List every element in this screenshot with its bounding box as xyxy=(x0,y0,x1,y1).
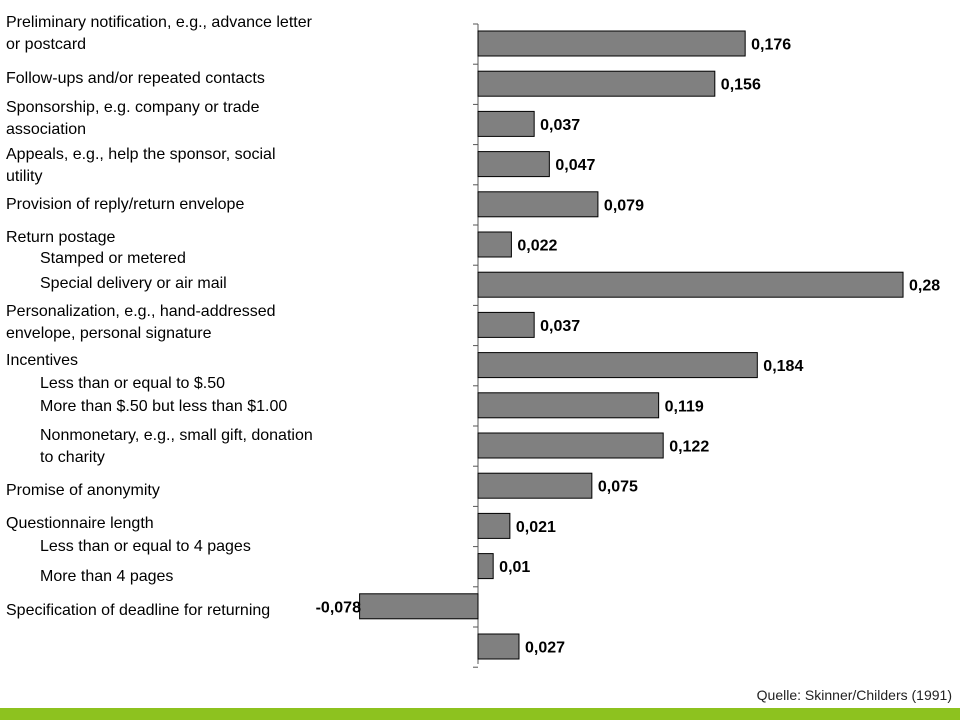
category-label: Less than or equal to $.50 xyxy=(40,375,226,392)
value-label: 0,122 xyxy=(669,439,709,456)
category-label: envelope, personal signature xyxy=(6,325,212,342)
category-label: Follow-ups and/or repeated contacts xyxy=(6,70,265,87)
value-label: 0,037 xyxy=(540,318,580,335)
bar xyxy=(477,633,520,660)
value-label: 0,079 xyxy=(604,197,644,214)
bar xyxy=(477,512,511,539)
bar xyxy=(477,472,593,499)
category-label: Return postage xyxy=(6,229,116,246)
bar xyxy=(477,432,664,459)
bar xyxy=(477,151,550,178)
category-label: Provision of reply/return envelope xyxy=(6,196,245,213)
value-label: 0,119 xyxy=(665,398,704,415)
category-label: or postcard xyxy=(6,36,87,53)
value-label: 0,037 xyxy=(540,117,580,134)
value-label: 0,022 xyxy=(517,238,557,255)
category-label: Stamped or metered xyxy=(40,250,186,267)
bar xyxy=(477,553,494,580)
value-label: -0,078 xyxy=(316,599,361,616)
source-citation: Quelle: Skinner/Childers (1991) xyxy=(756,687,952,703)
bar xyxy=(477,311,535,338)
category-labels: Preliminary notification, e.g., advance … xyxy=(6,14,313,619)
value-label: 0,047 xyxy=(555,157,595,174)
bar xyxy=(477,110,535,137)
category-label: Less than or equal to 4 pages xyxy=(40,538,251,555)
value-label: 0,184 xyxy=(763,358,803,375)
bar xyxy=(477,231,512,258)
category-label: Questionnaire length xyxy=(6,515,154,532)
value-label: 0,075 xyxy=(598,479,638,496)
value-label: 0,027 xyxy=(525,640,565,657)
bar xyxy=(477,30,746,57)
value-label: 0,021 xyxy=(516,519,556,536)
bar xyxy=(477,271,904,298)
category-label: Sponsorship, e.g. company or trade xyxy=(6,99,260,116)
category-label: More than 4 pages xyxy=(40,568,174,585)
category-label: Nonmonetary, e.g., small gift, donation xyxy=(40,427,313,444)
bar xyxy=(477,352,758,379)
bar xyxy=(359,593,479,620)
value-label: 0,01 xyxy=(499,559,530,576)
value-label: 0,156 xyxy=(721,77,761,94)
category-label: Incentives xyxy=(6,352,79,369)
category-label: to charity xyxy=(40,449,105,466)
category-label: utility xyxy=(6,168,43,185)
bar xyxy=(477,191,599,218)
category-label: Specification of deadline for returning xyxy=(6,602,271,619)
category-label: Preliminary notification, e.g., advance … xyxy=(6,14,312,31)
category-label: association xyxy=(6,121,87,138)
value-label: 0,176 xyxy=(751,37,791,54)
category-label: Personalization, e.g., hand-addressed xyxy=(6,303,276,320)
category-label: Special delivery or air mail xyxy=(40,275,227,292)
category-label: Promise of anonymity xyxy=(6,482,160,499)
category-label: Appeals, e.g., help the sponsor, social xyxy=(6,146,276,163)
value-label: 0,28 xyxy=(909,278,940,295)
bar xyxy=(477,70,716,97)
bar-chart: 0,176 0,156 0,037 0,047 0,079 0,022 0,28 0,037 0… xyxy=(316,23,940,668)
category-label: More than $.50 but less than $1.00 xyxy=(40,398,288,415)
footer-accent-bar xyxy=(0,708,960,720)
bar xyxy=(477,392,660,419)
